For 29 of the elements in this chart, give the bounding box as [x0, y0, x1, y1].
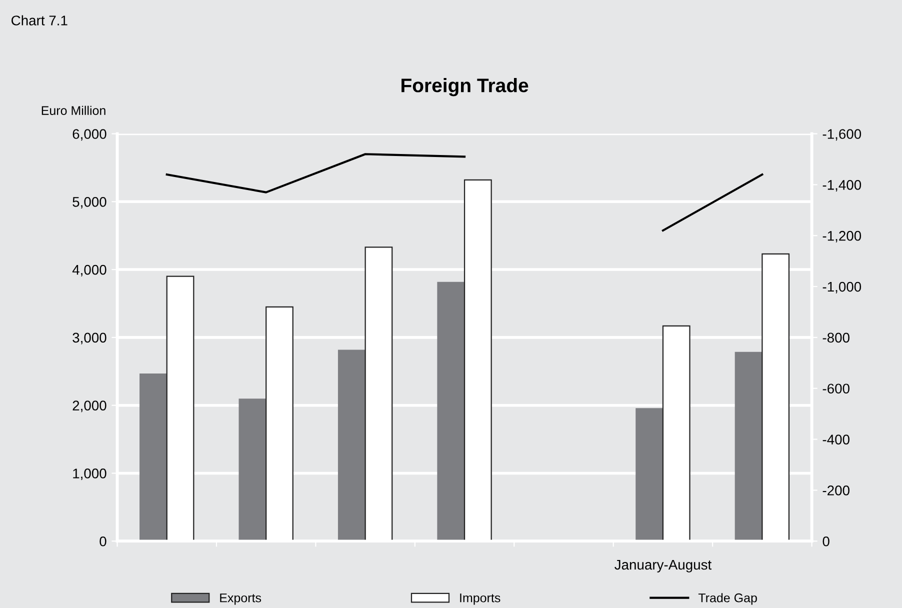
y2-tick-label: -1,000: [822, 282, 862, 294]
caption: Chart 7.1: [12, 15, 68, 26]
y2-tick-label: -400: [822, 434, 850, 444]
chart-title: Foreign Trade: [402, 78, 528, 96]
y-tick-label: 0: [100, 536, 106, 546]
bar: [437, 282, 466, 542]
y-tick-label: 5,000: [72, 196, 106, 208]
bar: [338, 350, 366, 542]
legend-label: Trade Gap: [698, 593, 757, 605]
y-tick-label: 2,000: [72, 400, 106, 412]
y-tick-label: 3,000: [72, 332, 106, 344]
legend-label: Imports: [460, 594, 500, 605]
text: January-August: [614, 560, 712, 572]
y2-tick-label: -800: [822, 332, 850, 343]
y-tick-label: 6,000: [72, 129, 106, 141]
y2-tick-label: -1,200: [822, 230, 862, 242]
bar: [140, 374, 168, 542]
bar: [734, 352, 763, 542]
legend-label: Exports: [220, 594, 262, 605]
y-tick-label: 1,000: [73, 468, 106, 480]
y-tick-label: 4,000: [72, 264, 106, 276]
y2-tick-label: -1,400: [822, 180, 862, 192]
y2-tick-label: 0: [822, 536, 830, 546]
y2-tick-label: -600: [822, 384, 850, 394]
y2-tick-label: -1,600: [822, 129, 862, 141]
y2-tick-label: -200: [822, 486, 850, 496]
bar: [636, 408, 664, 542]
bar: [238, 398, 267, 542]
y-axis-title: Euro Million: [42, 106, 106, 115]
